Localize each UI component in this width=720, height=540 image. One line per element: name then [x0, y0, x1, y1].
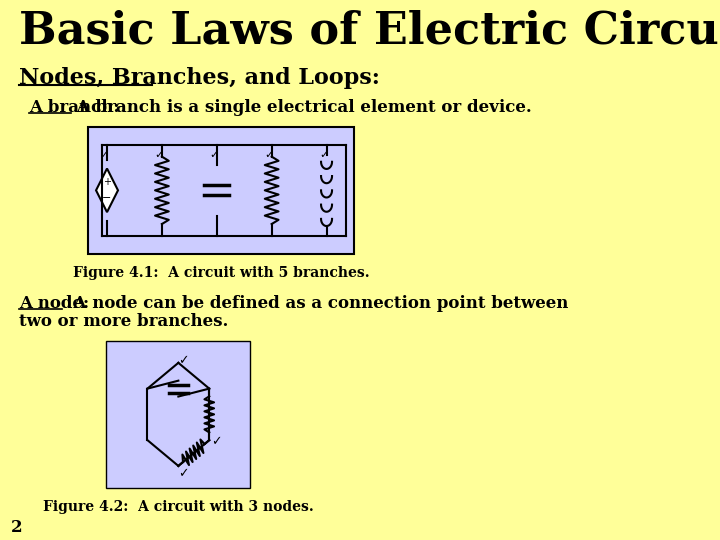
Text: Nodes, Branches, and Loops:: Nodes, Branches, and Loops:: [19, 68, 380, 90]
Text: ✓: ✓: [319, 150, 328, 160]
Polygon shape: [96, 168, 118, 212]
Text: ✓: ✓: [99, 150, 109, 160]
Text: Figure 4.2:  A circuit with 3 nodes.: Figure 4.2: A circuit with 3 nodes.: [43, 500, 314, 514]
Text: ✓: ✓: [179, 467, 189, 481]
Text: two or more branches.: two or more branches.: [19, 313, 228, 330]
Text: Basic Laws of Electric Circuits: Basic Laws of Electric Circuits: [19, 10, 720, 53]
Text: A branch is a single electrical element or device.: A branch is a single electrical element …: [71, 99, 531, 116]
Text: ✓: ✓: [211, 436, 221, 449]
Text: ✓: ✓: [155, 150, 164, 160]
Text: A node:: A node:: [19, 295, 89, 313]
Bar: [107, 341, 251, 488]
Text: Figure 4.1:  A circuit with 5 branches.: Figure 4.1: A circuit with 5 branches.: [73, 266, 369, 280]
Text: +: +: [103, 178, 111, 187]
Bar: [88, 127, 354, 254]
Text: ✓: ✓: [210, 150, 219, 160]
Text: ✓: ✓: [264, 150, 274, 160]
Text: ✓: ✓: [179, 354, 189, 367]
Text: −: −: [102, 193, 112, 203]
Text: 2: 2: [11, 519, 22, 536]
Text: A node can be defined as a connection point between: A node can be defined as a connection po…: [62, 295, 568, 313]
Text: A branch:: A branch:: [29, 99, 120, 116]
